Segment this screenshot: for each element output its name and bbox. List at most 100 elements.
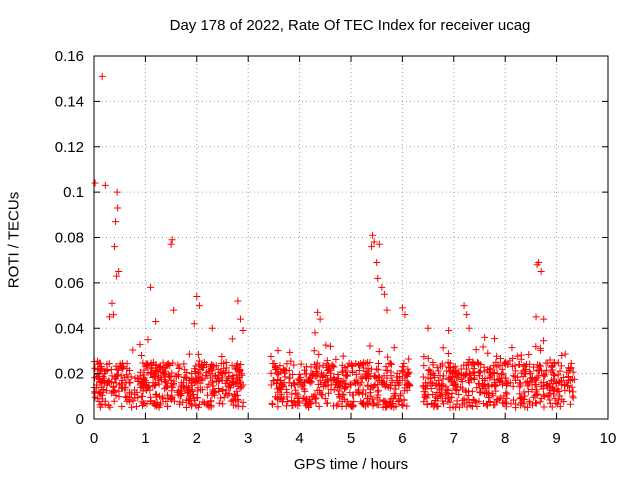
baseline-point [508,344,516,352]
baseline-point [367,392,375,400]
baseline-point [211,391,219,399]
data-point [101,181,109,189]
baseline-point [327,385,335,393]
baseline-point [484,402,492,410]
baseline-point [568,375,576,383]
baseline-point [290,361,298,369]
data-point [429,370,437,378]
data-point [91,179,99,187]
baseline-point [535,366,543,374]
baseline-point [274,403,282,411]
baseline-point [272,393,280,401]
baseline-point [400,359,408,367]
baseline-point [473,384,481,392]
baseline-point [185,350,193,358]
data-point [314,370,322,378]
baseline-point [330,373,338,381]
data-point [105,313,113,321]
data-point [98,72,106,80]
data-point [378,379,386,387]
baseline-point [279,382,287,390]
baseline-point [268,399,276,407]
data-point [527,374,535,382]
data-point [110,311,118,319]
baseline-point [122,393,130,401]
data-point [365,370,373,378]
data-point [113,188,121,196]
baseline-point [536,362,544,370]
data-point [206,367,214,375]
baseline-point [341,395,349,403]
data-point [362,374,370,382]
data-point [316,315,324,323]
baseline-point [420,398,428,406]
baseline-point [520,388,528,396]
baseline-point [530,393,538,401]
baseline-point [305,396,313,404]
baseline-point [463,403,471,411]
baseline-point [516,390,524,398]
data-point [115,268,123,276]
data-point [357,379,365,387]
baseline-point [554,359,562,367]
data-point [496,376,504,384]
data-point [208,324,216,332]
baseline-point [107,389,115,397]
baseline-point [521,362,529,370]
baseline-point [462,388,470,396]
baseline-point [147,364,155,372]
data-point [219,370,226,378]
baseline-point [196,370,204,378]
data-point [375,240,383,248]
baseline-point [525,380,533,388]
baseline-point [569,368,577,376]
baseline-point [323,399,331,407]
baseline-point [204,401,212,409]
baseline-point [439,375,447,383]
baseline-point [479,343,487,351]
baseline-point [444,350,452,358]
x-tick-label: 9 [552,430,560,447]
baseline-point [486,364,494,372]
data-point [239,327,247,335]
data-point [501,374,509,382]
data-point [236,315,244,323]
baseline-point [220,393,228,401]
baseline-point [453,397,461,405]
baseline-point [549,390,557,398]
baseline-point [531,392,539,400]
data-point [463,311,471,319]
baseline-point [228,361,236,369]
baseline-point [405,369,413,377]
baseline-point [188,402,196,410]
baseline-point [334,400,342,408]
data-point [558,381,566,389]
baseline-point [272,364,280,372]
data-point [522,379,530,387]
baseline-point [276,362,284,370]
data-point [112,218,120,226]
baseline-point [148,365,156,373]
baseline-point [355,389,363,397]
baseline-point [164,382,172,390]
baseline-point [134,394,142,402]
data-point [321,379,329,387]
baseline-point [115,393,123,401]
baseline-point [419,373,427,381]
data-point [118,376,126,384]
data-point [537,268,545,276]
data-point [213,374,221,382]
baseline-point [330,363,338,371]
baseline-point [540,391,548,399]
baseline-point [123,392,131,400]
x-tick-label: 10 [600,430,617,447]
baseline-point [400,368,408,376]
data-point [190,379,198,387]
baseline-point [566,400,574,408]
baseline-point [314,380,322,388]
data-point [506,379,514,387]
baseline-point [180,360,188,368]
baseline-point [194,403,202,411]
data-point [141,376,149,384]
data-point [113,365,121,373]
